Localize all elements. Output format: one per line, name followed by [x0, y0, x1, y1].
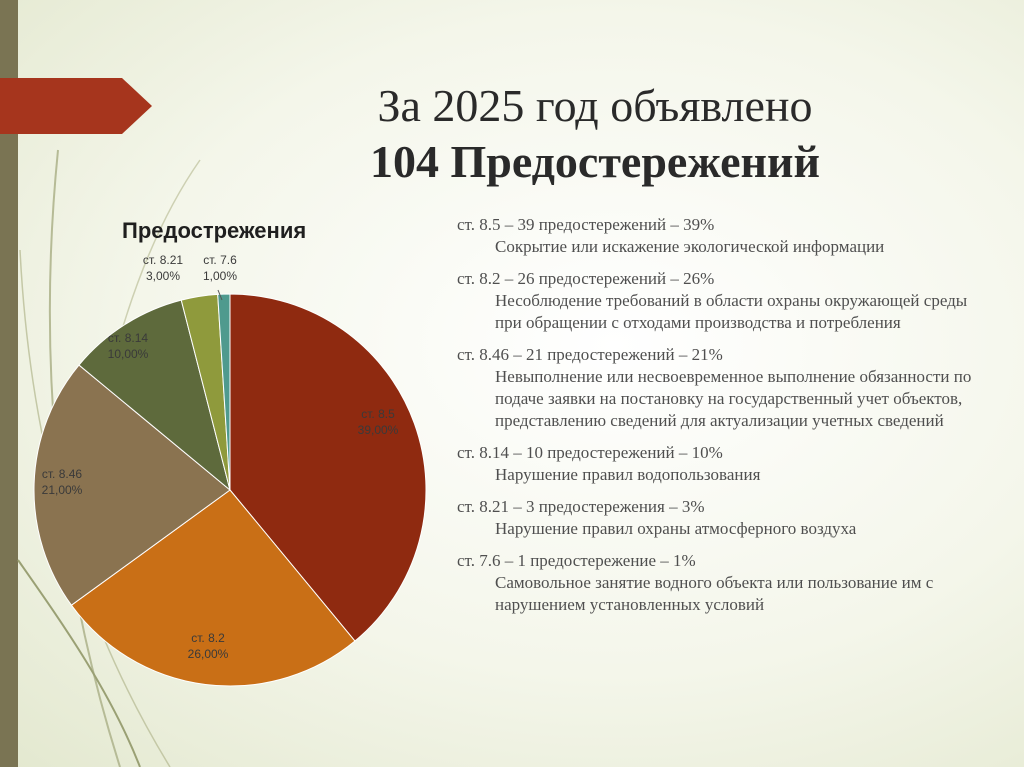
slice-label: ст. 8.46 21,00% [42, 467, 83, 497]
item-body: Сокрытие или искажение экологической инф… [495, 237, 885, 256]
item-head: ст. 8.2 – 26 предостережений – 26% [457, 269, 715, 288]
list-item: ст. 8.21 – 3 предостережения – 3% Наруше… [457, 496, 997, 540]
pie-slice-8-14 [78, 299, 231, 492]
list-item: ст. 8.14 – 10 предостережений – 10% Нару… [457, 442, 997, 486]
pie-slice-7-6 [217, 293, 231, 491]
slice-value-label: 3,00% [146, 269, 180, 283]
slice-category-label: ст. 8.2 [191, 631, 225, 645]
slice-value-label: 1,00% [203, 269, 237, 283]
slice-label: ст. 8.2 26,00% [188, 631, 229, 661]
title-line-1: За 2025 год объявлено [377, 80, 813, 131]
slice-value-label: 10,00% [108, 347, 149, 361]
slice-category-label: ст. 8.5 [361, 407, 395, 421]
chart-title: Предострежения [122, 218, 307, 243]
item-head: ст. 8.46 – 21 предостережений – 21% [457, 345, 723, 364]
list-item: ст. 8.2 – 26 предостережений – 26% Несоб… [457, 268, 997, 334]
pie-chart: ст. 8.5 39,00% ст. 8.2 26,00% ст. 8.46 21,00%… [33, 253, 427, 687]
slice-label: ст. 7.6 1,00% [203, 253, 237, 283]
slice-label: ст. 8.5 39,00% [358, 407, 399, 437]
item-head: ст. 8.14 – 10 предостережений – 10% [457, 443, 723, 462]
item-head: ст. 8.21 – 3 предостережения – 3% [457, 497, 705, 516]
title-line-2: 104 Предостережений [369, 136, 821, 187]
pie-slice-8-5 [229, 293, 427, 642]
slide-title: За 2025 год объявлено 104 Предостережени… [250, 78, 940, 190]
slice-category-label: ст. 8.14 [108, 331, 149, 345]
item-body: Нарушение правил охраны атмосферного воз… [495, 519, 857, 538]
item-body: Нарушение правил водопользования [495, 465, 761, 484]
item-body: Самовольное занятие водного объекта или … [495, 573, 934, 614]
list-item: ст. 8.5 – 39 предостережений – 39% Сокры… [457, 214, 997, 258]
description-list: ст. 8.5 – 39 предостережений – 39% Сокры… [457, 214, 997, 626]
slice-label: ст. 8.21 3,00% [143, 253, 184, 283]
list-item: ст. 7.6 – 1 предостережение – 1% Самовол… [457, 550, 997, 616]
item-head: ст. 8.5 – 39 предостережений – 39% [457, 215, 715, 234]
slice-value-label: 39,00% [358, 423, 399, 437]
left-accent-bar [0, 0, 18, 767]
slice-category-label: ст. 7.6 [203, 253, 237, 267]
slice-category-label: ст. 8.46 [42, 467, 83, 481]
leader-line [217, 289, 223, 301]
pie-slice-8-46 [33, 364, 231, 606]
item-body: Невыполнение или несвоевременное выполне… [495, 367, 972, 430]
slice-value-label: 26,00% [188, 647, 229, 661]
list-item: ст. 8.46 – 21 предостережений – 21% Невы… [457, 344, 997, 432]
slice-label: ст. 8.14 10,00% [108, 331, 149, 361]
item-head: ст. 7.6 – 1 предостережение – 1% [457, 551, 696, 570]
item-body: Несоблюдение требований в области охраны… [495, 291, 968, 332]
pie-slice-8-2 [70, 489, 356, 687]
slice-value-label: 21,00% [42, 483, 83, 497]
slice-category-label: ст. 8.21 [143, 253, 184, 267]
